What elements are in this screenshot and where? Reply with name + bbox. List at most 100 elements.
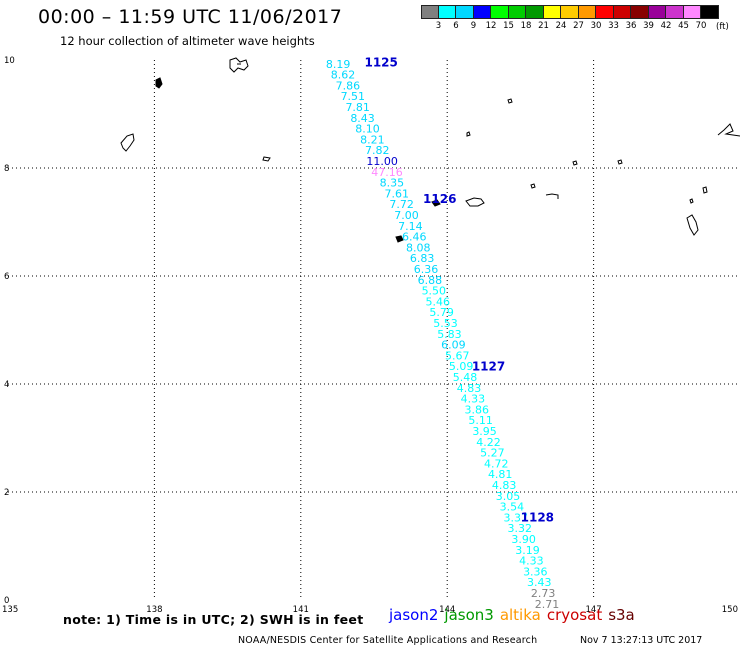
legend-swatch — [543, 5, 561, 19]
pass-time-label: 1125 — [364, 56, 397, 70]
x-tick-label: 144 — [439, 605, 455, 615]
swh-value: 6.83 — [410, 252, 435, 265]
y-tick-label: 4 — [4, 380, 9, 390]
island-outline — [545, 193, 559, 199]
swh-value: 3.19 — [515, 544, 540, 557]
swh-value: 6.46 — [402, 231, 427, 244]
swh-value: 6.88 — [418, 274, 443, 287]
swh-value: 3.54 — [500, 501, 525, 514]
legend-swatch — [631, 5, 649, 19]
y-tick-label: 8 — [4, 164, 9, 174]
swh-value: 3.86 — [465, 403, 490, 416]
y-tick-label: 10 — [4, 56, 15, 66]
swh-value: 4.33 — [461, 393, 486, 406]
satellite-label: cryosat — [546, 606, 603, 624]
legend-swatch — [456, 5, 474, 19]
legend-swatch — [683, 5, 701, 19]
legend-swatch — [438, 5, 456, 19]
map-title: 00:00 – 11:59 UTC 11/06/2017 — [38, 6, 343, 28]
satellite-track: 8.198.627.867.517.818.438.108.217.8211.0… — [326, 58, 559, 611]
swh-value: 6.36 — [414, 263, 439, 276]
island-outline — [465, 197, 485, 207]
x-tick-label: 150 — [722, 605, 738, 615]
legend-swatch — [666, 5, 684, 19]
legend-label: 42 — [660, 21, 672, 31]
swh-value: 47.16 — [371, 166, 403, 179]
legend-swatches — [421, 5, 719, 19]
footer-note: note: 1) Time is in UTC; 2) SWH is in fe… — [63, 612, 364, 627]
satellite-label: jason3 — [444, 606, 494, 624]
pass-time-label: 1128 — [521, 510, 554, 524]
x-tick-label: 135 — [2, 605, 18, 615]
legend-swatch — [473, 5, 491, 19]
swh-value: 3.05 — [496, 490, 521, 503]
legend-swatch — [596, 5, 614, 19]
legend-swatch — [578, 5, 596, 19]
generated-timestamp: Nov 7 13:27:13 UTC 2017 — [580, 635, 703, 646]
swh-value: 7.81 — [345, 101, 370, 114]
pass-time-label: 1127 — [472, 360, 505, 374]
island-outline — [689, 198, 694, 204]
swh-value: 5.11 — [468, 414, 493, 427]
island-outline — [120, 133, 135, 152]
legend-unit: (ft) — [716, 22, 729, 32]
swh-value: 8.19 — [326, 58, 351, 71]
x-tick-label: 147 — [585, 605, 601, 615]
legend-label: 70 — [695, 21, 707, 31]
swh-value: 5.09 — [449, 360, 474, 373]
swh-value: 5.27 — [480, 447, 505, 460]
swh-value: 5.50 — [422, 285, 447, 298]
satellite-label: s3a — [608, 606, 635, 624]
swh-value: 7.72 — [389, 198, 414, 211]
swh-value: 3.37 — [504, 511, 529, 524]
island-outline — [572, 160, 578, 166]
y-tick-label: 0 — [4, 596, 9, 606]
swh-value: 7.82 — [365, 144, 390, 157]
island-outline — [395, 235, 404, 243]
map-subtitle: 12 hour collection of altimeter wave hei… — [60, 34, 315, 48]
satellite-label: altika — [499, 606, 541, 624]
island-outline — [507, 98, 513, 104]
swh-value: 4.33 — [519, 555, 544, 568]
y-tick-label: 6 — [4, 272, 9, 282]
island-outline — [617, 159, 623, 165]
swh-value: 7.51 — [341, 90, 366, 103]
swh-value: 5.46 — [425, 295, 450, 308]
y-tick-label: 2 — [4, 488, 9, 498]
island-outline — [431, 199, 441, 207]
legend-label: 33 — [608, 21, 619, 31]
legend-labels: 3 6 9 12 15 18 21 24 27 30 33 36 39 42 45 70 — [421, 21, 719, 35]
swh-value: 5.53 — [433, 317, 458, 330]
island-outline — [155, 77, 163, 89]
satellite-list: jason2 jason3 altika cryosat s3a — [389, 606, 641, 624]
island-outline — [466, 131, 471, 137]
swh-value: 7.61 — [384, 187, 409, 200]
swh-value: 4.22 — [476, 436, 501, 449]
x-tick-label: 138 — [146, 605, 162, 615]
legend-swatch — [613, 5, 631, 19]
swh-value: 5.67 — [445, 349, 470, 362]
swh-value: 2.71 — [535, 598, 560, 611]
swh-value: 4.83 — [457, 382, 482, 395]
pass-time-label: 1126 — [423, 192, 456, 206]
swh-value: 7.14 — [398, 220, 423, 233]
legend-swatch — [561, 5, 579, 19]
legend-label: 36 — [625, 21, 637, 31]
legend-label: 30 — [590, 21, 602, 31]
x-tick-label: 141 — [293, 605, 309, 615]
swh-value: 3.32 — [507, 522, 532, 535]
swh-value: 5.83 — [437, 328, 462, 341]
legend-swatch — [421, 5, 439, 19]
color-legend: 3 6 9 12 15 18 21 24 27 30 33 36 39 42 45 70 — [421, 5, 719, 35]
island-outline — [686, 214, 699, 236]
swh-value: 4.81 — [488, 468, 513, 481]
swh-value: 8.43 — [350, 112, 375, 125]
swh-value: 8.62 — [331, 69, 356, 82]
legend-label: 15 — [503, 21, 514, 31]
swh-value: 8.08 — [406, 241, 431, 254]
latitude-ticks: 0 2 4 6 8 10 — [4, 56, 15, 606]
legend-swatch — [648, 5, 666, 19]
land-outlines — [120, 57, 740, 243]
longitude-ticks: 135 138 141 144 147 150 — [2, 605, 738, 615]
legend-label: 12 — [485, 21, 497, 31]
